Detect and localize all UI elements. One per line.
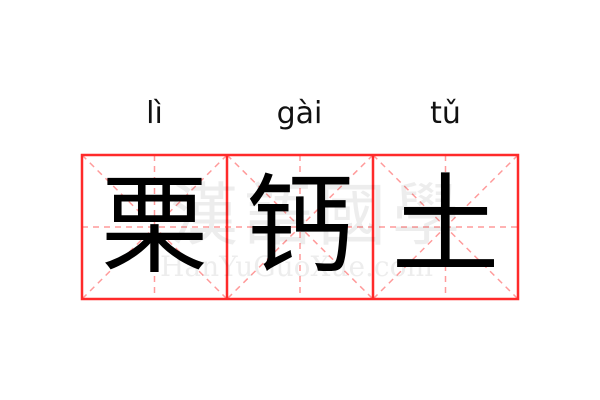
pinyin-1: lì xyxy=(146,96,163,131)
guide-line xyxy=(226,154,374,300)
character-2: 钙 xyxy=(245,164,354,289)
watermark-chinese: 漢語國學 xyxy=(170,177,467,256)
character-1: 栗 xyxy=(100,164,209,289)
guide-line xyxy=(81,154,228,300)
character-3: 土 xyxy=(391,164,500,289)
pinyin-2: gài xyxy=(276,96,323,131)
watermark-latin: HanYuGuoXue.com xyxy=(160,250,434,283)
guide-line xyxy=(372,154,519,300)
cell-border xyxy=(80,153,520,301)
pinyin-3: tǔ xyxy=(430,96,461,131)
